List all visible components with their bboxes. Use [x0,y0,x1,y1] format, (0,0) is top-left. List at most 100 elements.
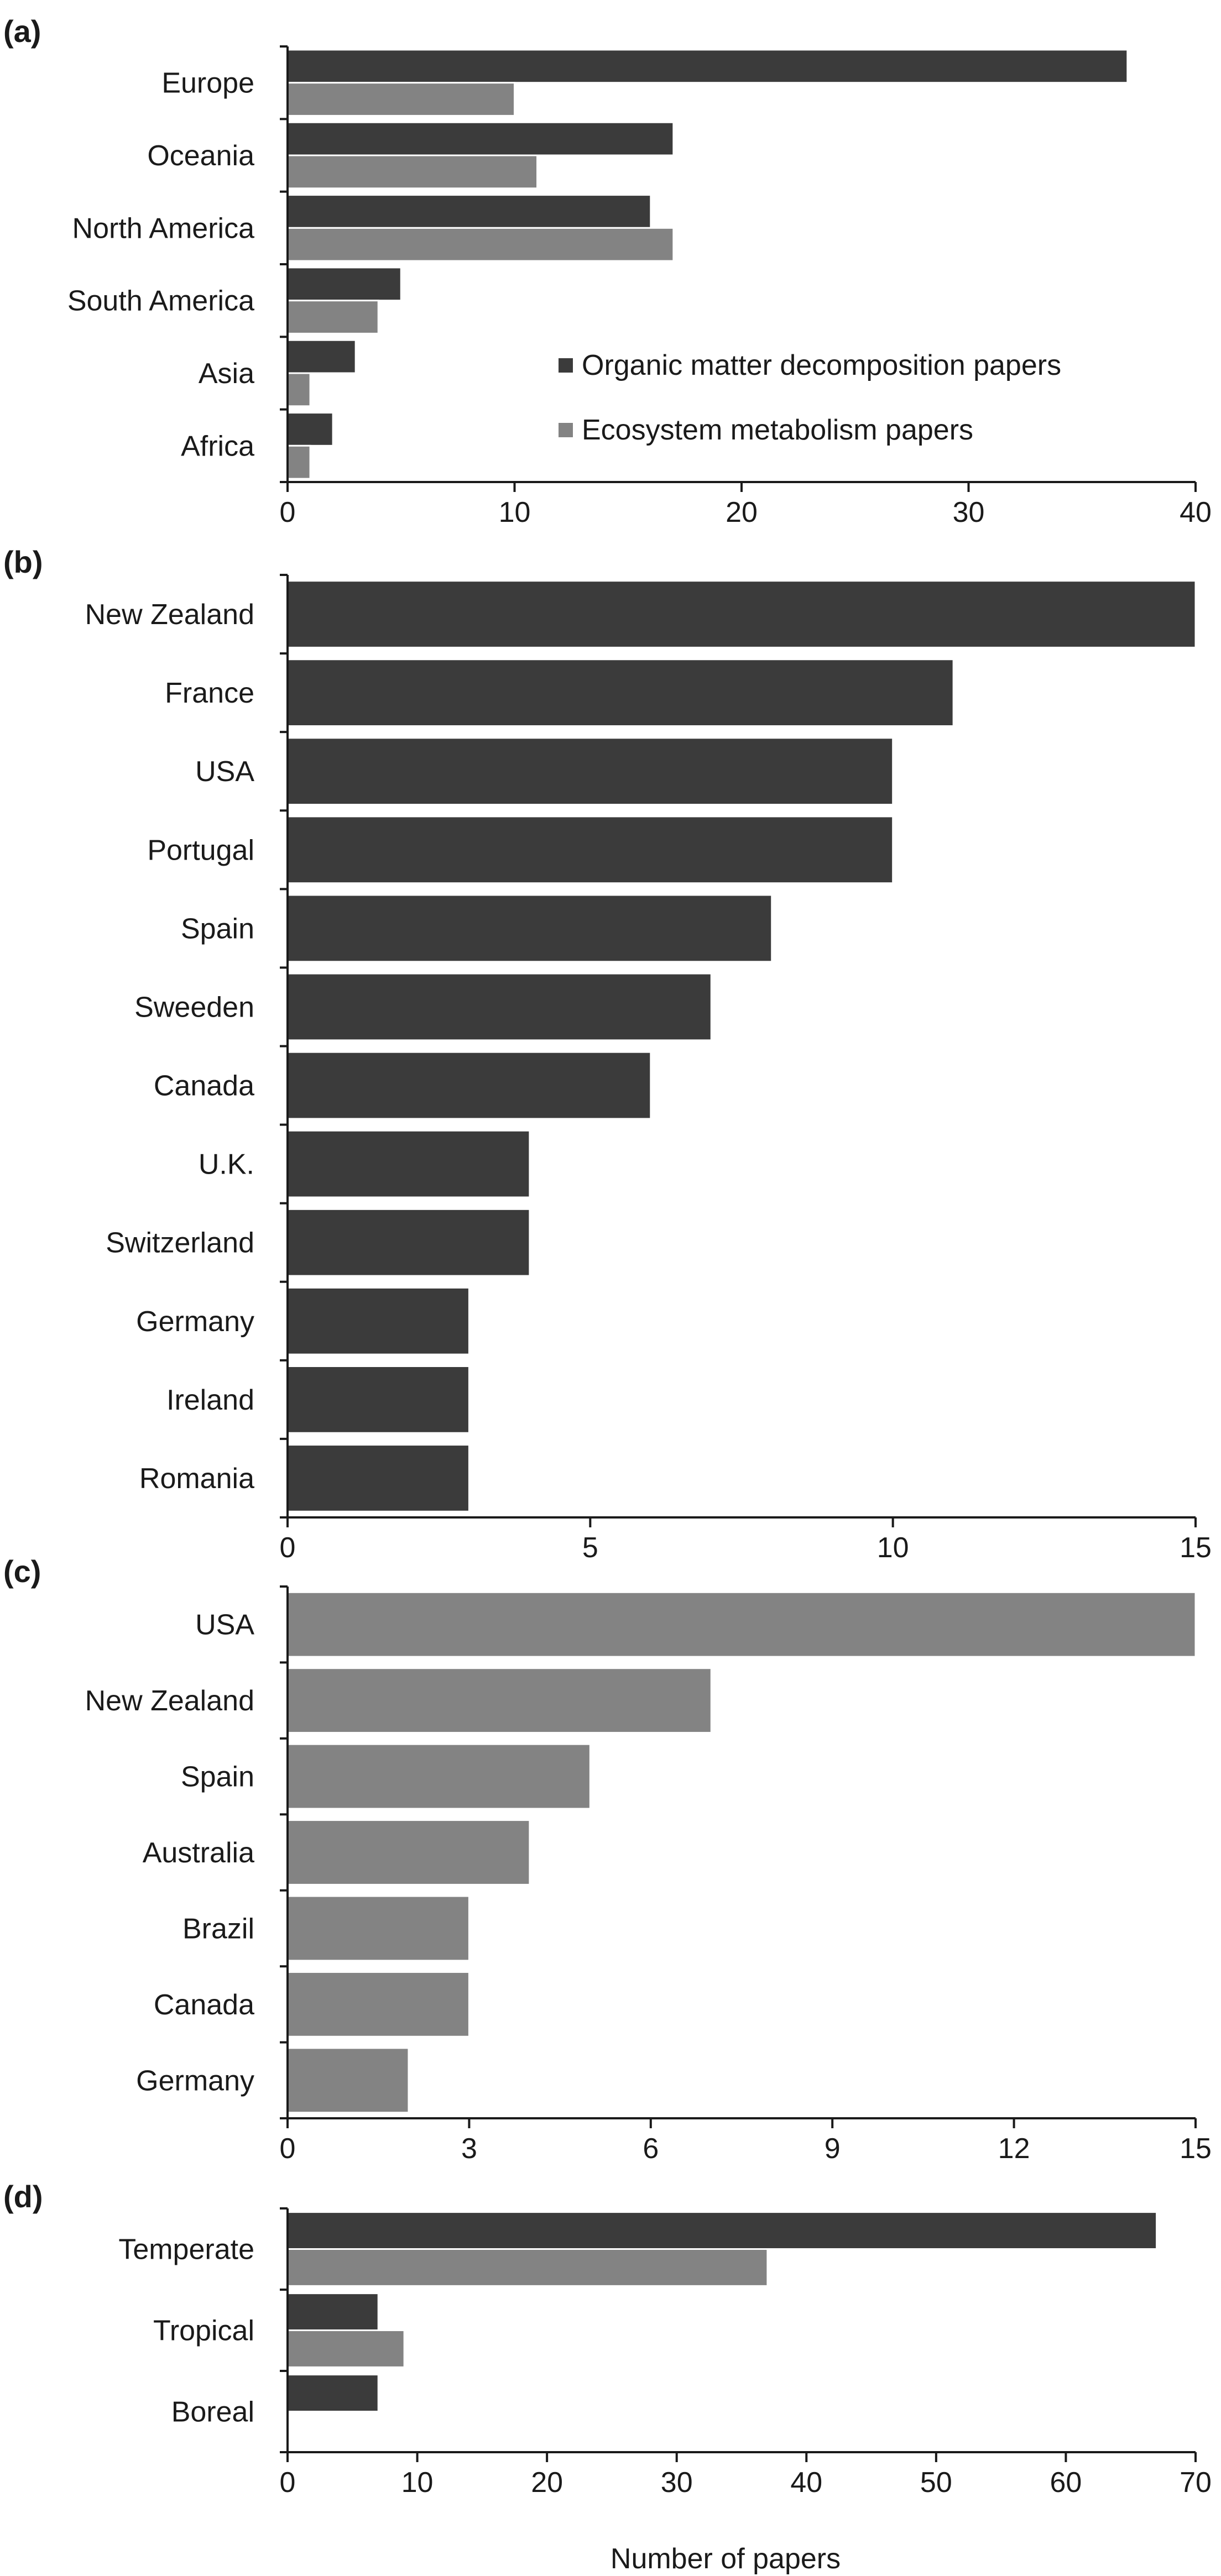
x-tick-label: 10 [877,1532,909,1564]
category-label: Romania [139,1463,254,1495]
x-tick-label: 50 [920,2467,952,2499]
x-tick-label: 15 [1180,2133,1212,2165]
category-label: Boreal [171,2396,254,2428]
category-label: Oceania [147,140,254,172]
category-label: Tropical [153,2315,254,2347]
panel-letter: (d) [3,2179,43,2214]
x-tick-label: 12 [998,2133,1030,2165]
bar [286,300,379,334]
category-label: North America [72,212,255,244]
chart-panel-2: (b) New Zealand France USA Portugal Spain Swee… [3,544,1212,1564]
category-label: Spain [181,913,254,945]
bar [286,1286,470,1355]
x-tick-label: 40 [1180,496,1212,528]
legend-label: Organic matter decomposition papers [582,349,1061,381]
bar [286,1591,1197,1658]
category-label: Asia [199,358,254,390]
x-tick-label: 70 [1180,2467,1212,2499]
bar [286,2211,1158,2250]
category-label: Spain [181,1761,254,1793]
panel-letter: (a) [3,14,41,49]
bar [286,2292,379,2332]
x-tick-label: 60 [1050,2467,1082,2499]
category-label: Africa [181,430,254,462]
bar [286,1129,531,1198]
category-label: Sweeden [134,991,254,1023]
bar [286,1895,470,1962]
x-tick-label: 20 [531,2467,563,2499]
bar [286,580,1197,648]
bar [286,1743,591,1810]
bar [286,1971,470,2038]
bar [286,815,894,884]
chart-panel-4: (d) Temperate Tropical Boreal 0 10 20 30 40 50 60 7… [3,2179,1212,2499]
category-label: Canada [154,1989,254,2021]
panel-letter: (c) [3,1554,41,1589]
bar [286,2047,410,2114]
category-label: Europe [161,67,254,100]
bar [286,412,334,447]
bar [286,737,894,806]
category-label: Temperate [118,2234,254,2266]
bar [286,1819,531,1886]
bar [286,1051,652,1120]
bar [286,227,675,262]
legend-swatch [559,358,573,373]
x-tick-label: 0 [280,2133,296,2165]
bar [286,1444,470,1512]
bar [286,1667,712,1734]
x-tick-label: 15 [1180,1532,1212,1564]
bar [286,82,515,117]
bar [286,972,712,1041]
category-label: New Zealand [85,1685,254,1717]
category-label: U.K. [199,1149,254,1181]
category-label: Australia [143,1837,254,1869]
category-label: Portugal [147,834,254,866]
category-label: USA [195,1609,254,1641]
x-tick-label: 40 [790,2467,822,2499]
legend-label: Ecosystem metabolism papers [582,414,973,446]
x-tick-label: 10 [401,2467,434,2499]
bar [286,121,675,156]
bar [286,2329,405,2368]
category-label: USA [195,756,254,788]
category-label: Ireland [166,1384,254,1416]
bar [286,339,357,374]
bar [286,372,311,407]
bar [286,894,773,963]
bar [286,266,402,302]
bar [286,2248,769,2287]
category-label: Canada [154,1070,254,1102]
category-label: South America [67,285,254,317]
x-tick-label: 6 [643,2133,659,2165]
x-tick-label: 20 [726,496,758,528]
bar [286,444,311,480]
bar [286,1208,531,1277]
bar [286,194,652,229]
x-tick-label: 0 [280,2467,296,2499]
x-tick-label: 0 [280,496,296,528]
x-tick-label: 10 [499,496,531,528]
category-label: Germany [136,2065,254,2097]
category-label: New Zealand [85,599,254,631]
category-label: Switzerland [106,1227,254,1259]
category-label: Brazil [182,1913,254,1945]
chart-panels: (a) Europe Oceania North America South Ameri… [3,14,1212,2499]
bar [286,154,539,190]
bar [286,49,1129,84]
category-label: Germany [136,1306,254,1338]
legend-swatch [559,423,573,437]
x-tick-label: 5 [582,1532,598,1564]
x-tick-label: 0 [280,1532,296,1564]
panel-letter: (b) [3,544,43,579]
chart-panel-3: (c) USA New Zealand Spain Australia Brazil Can… [3,1554,1212,2165]
x-tick-label: 3 [461,2133,477,2165]
chart-panel-1: (a) Europe Oceania North America South Ameri… [3,14,1212,528]
x-tick-label: 9 [825,2133,841,2165]
x-axis-title: Number of papers [610,2543,841,2575]
bar [286,2374,379,2413]
x-tick-label: 30 [953,496,985,528]
x-tick-label: 30 [661,2467,693,2499]
